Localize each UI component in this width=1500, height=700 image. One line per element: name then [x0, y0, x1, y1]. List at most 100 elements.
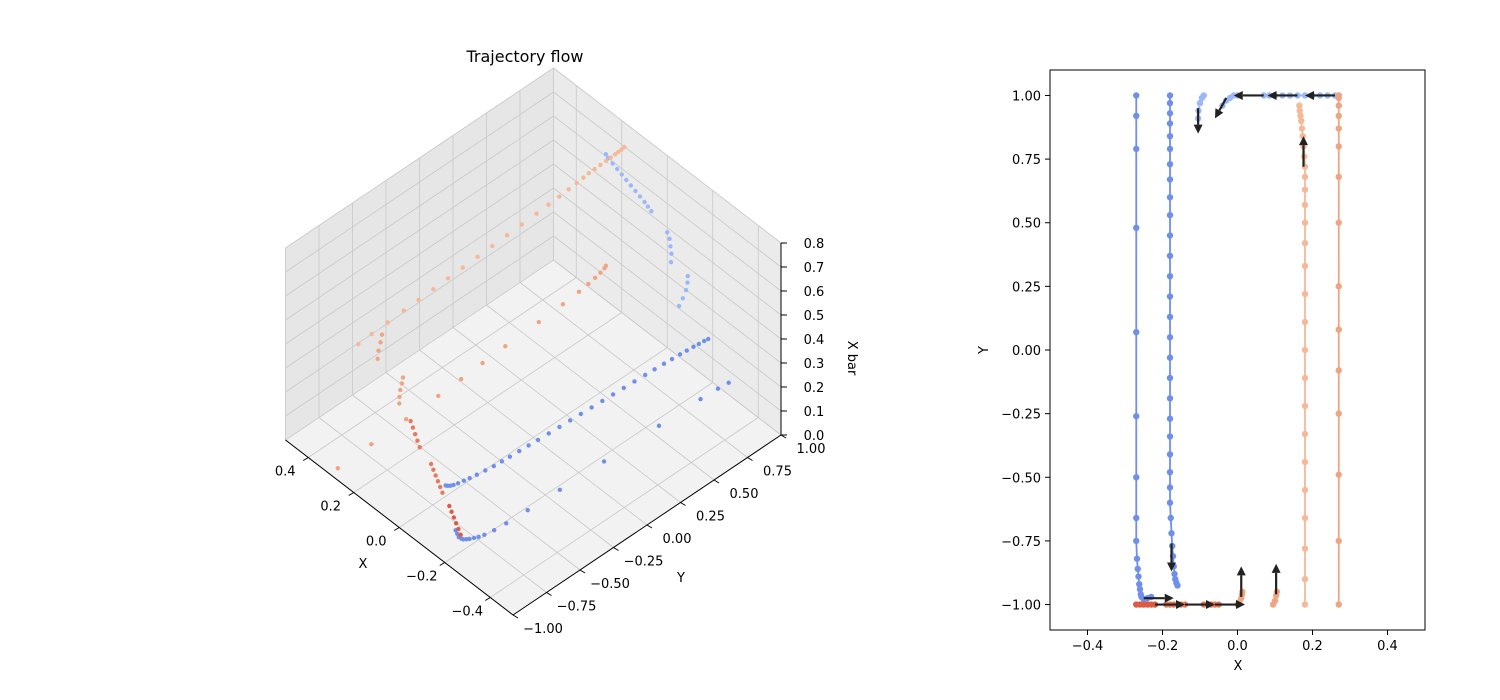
y-tick-label: −0.50 [590, 577, 630, 592]
series-line [1169, 95, 1179, 586]
x-axis-label-2d: X [1234, 659, 1243, 674]
data-point-3d [447, 503, 452, 509]
data-point-3d [476, 534, 481, 540]
data-point-3d [645, 204, 651, 209]
series-point [1174, 582, 1181, 589]
data-point-3d [376, 348, 381, 353]
series-point [1166, 99, 1174, 107]
data-point-3d [566, 187, 571, 192]
y-axis-label-2d: Y [977, 346, 992, 355]
data-point-3d [680, 296, 686, 301]
data-point-3d [397, 401, 402, 406]
pane-group [284, 66, 782, 616]
series-point [1301, 545, 1309, 552]
series-point [1301, 239, 1309, 247]
y-tick-label: 0.25 [696, 510, 725, 525]
series-point [1297, 112, 1304, 120]
data-point-3d [428, 461, 434, 467]
series-point [1171, 570, 1178, 578]
y-tick-label: 0.50 [730, 487, 759, 502]
data-point-3d [598, 162, 603, 168]
data-point-3d [586, 171, 591, 176]
grid-line [553, 91, 782, 268]
data-point-3d [598, 270, 603, 275]
data-point-3d [622, 144, 627, 150]
flow-arrow-head [1233, 90, 1243, 100]
series-point [1271, 597, 1279, 604]
data-point-3d [443, 483, 448, 488]
chart-2d: −0.4 −0.2 0.0 0.2 0.4 −1.00 −0.75 −0.50 −0.25 0.0… [977, 69, 1426, 674]
data-point-3d [335, 466, 341, 471]
x-tick-label-2d: −0.4 [1072, 639, 1104, 654]
x-tick-label: 0.4 [275, 465, 296, 480]
series-point [1136, 586, 1144, 593]
series-point [1296, 102, 1303, 109]
grid-line [318, 417, 547, 593]
z-tick-label: 0.8 [804, 237, 825, 252]
data-point-3d [684, 348, 689, 353]
x-tick [439, 562, 446, 566]
flow-arrow-head [1164, 593, 1174, 603]
z-tick-label: 0.5 [804, 309, 825, 324]
y-tick-label: 0.75 [763, 465, 792, 480]
data-point-3d [698, 396, 703, 402]
data-point-3d [416, 297, 421, 303]
series-point [1166, 415, 1174, 422]
series-point [1298, 125, 1306, 132]
data-point-3d [557, 424, 562, 430]
series-point [1133, 92, 1140, 99]
data-point-3d [460, 265, 466, 270]
data-point-3d [701, 338, 707, 344]
data-point-3d [449, 509, 454, 514]
series-point [1135, 573, 1142, 580]
data-point-3d [401, 308, 407, 313]
data-point-3d [632, 379, 637, 384]
z-tick-label: 0.2 [804, 381, 825, 396]
data-point-3d [458, 376, 464, 382]
data-point-3d [581, 175, 586, 180]
plot-area [1049, 69, 1426, 631]
data-point-3d [669, 356, 675, 362]
data-point-3d [616, 149, 621, 155]
grid-line [285, 235, 554, 417]
series-point [1335, 112, 1342, 120]
data-point-3d [379, 332, 385, 337]
series-point [1301, 219, 1309, 226]
y-tick [546, 592, 552, 596]
data-point-3d [600, 398, 605, 404]
series-point [1335, 219, 1342, 226]
data-point-3d [519, 222, 524, 227]
series-point [1166, 110, 1174, 117]
data-point-3d [619, 147, 624, 152]
ticks-2d: −0.4 −0.2 0.0 0.2 0.4 −1.00 −0.75 −0.50 −0.25 0.0… [1001, 89, 1398, 654]
data-point-3d [482, 532, 487, 538]
series-point [1301, 601, 1309, 608]
series-point [1166, 395, 1174, 402]
series-point [1335, 283, 1342, 290]
z-tick-label: 0.6 [804, 285, 825, 300]
y-tick-label-2d: 1.00 [1012, 89, 1041, 104]
data-point-3d [458, 532, 463, 537]
y-tick [747, 457, 753, 461]
series-point [1166, 354, 1174, 361]
series-point [1166, 313, 1174, 321]
grid-line [553, 115, 782, 292]
data-point-3d [435, 479, 441, 484]
data-point-3d [661, 361, 667, 366]
data-point-3d [474, 472, 480, 477]
data-point-3d [576, 289, 582, 295]
data-point-3d [706, 336, 711, 342]
flow-arrow-head [1305, 90, 1314, 100]
data-point-3d [649, 209, 654, 214]
grid-line [285, 211, 554, 393]
data-point-3d [612, 152, 618, 157]
flow-arrow-head [1267, 90, 1277, 100]
series-point [1166, 252, 1174, 260]
grid-line [285, 187, 554, 369]
y-tick [613, 547, 619, 551]
grid-line [553, 211, 782, 388]
data-point-3d [534, 211, 539, 216]
data-point-3d [400, 375, 406, 380]
data-points-3d [335, 144, 731, 542]
series-point [1301, 575, 1309, 583]
